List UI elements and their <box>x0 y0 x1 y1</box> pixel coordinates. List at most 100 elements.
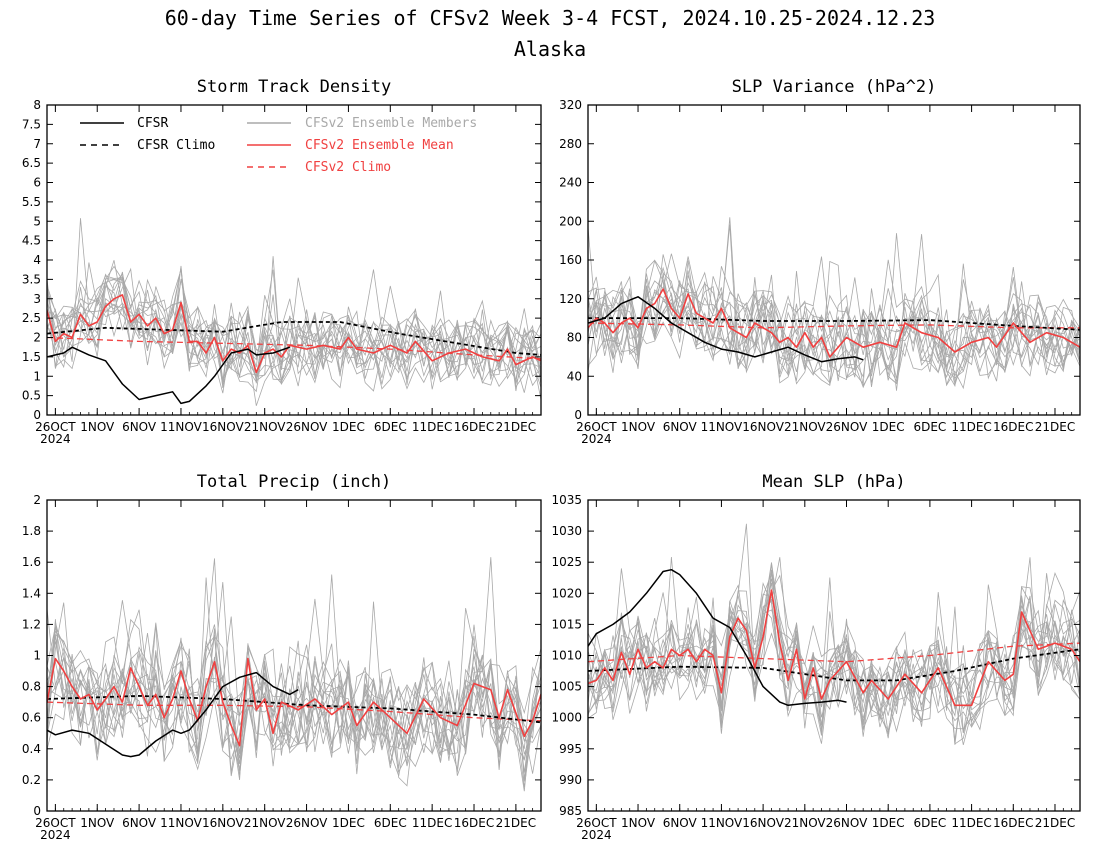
x-tick-label: 6NOV <box>122 420 157 434</box>
y-tick-label: 8 <box>33 98 41 112</box>
legend-cfsr-label: CFSR <box>137 116 168 131</box>
y-tick-label: 1 <box>33 649 41 663</box>
x-tick-label: 6DEC <box>374 816 407 830</box>
x-tick-label: 11NOV <box>701 420 743 434</box>
series-cfsv2-climo <box>47 336 541 360</box>
ensemble-member-line <box>588 577 1080 716</box>
x-tick-label: 26NOV <box>826 816 868 830</box>
y-tick-label: 990 <box>559 773 582 787</box>
x-tick-label: 1NOV <box>80 420 115 434</box>
y-tick-label: 120 <box>559 292 582 306</box>
x-tick-label: 26NOV <box>286 420 328 434</box>
series-cfsr <box>47 671 299 758</box>
figure-title: 60-day Time Series of CFSv2 Week 3-4 FCS… <box>165 6 936 30</box>
x-tick-label: 6NOV <box>663 816 698 830</box>
x-tick-label: 26OCT <box>35 420 76 434</box>
y-tick-label: 160 <box>559 253 582 267</box>
figure-subtitle: Alaska <box>514 37 586 61</box>
x-tick-label: 6DEC <box>913 816 946 830</box>
x-year-label: 2024 <box>40 828 71 842</box>
ensemble-member-line <box>588 288 1080 381</box>
y-tick-label: 2 <box>33 493 41 507</box>
y-tick-label: 280 <box>559 137 582 151</box>
x-tick-label: 11DEC <box>951 420 991 434</box>
x-tick-label: 11DEC <box>412 420 452 434</box>
series-cfsv2-ensemble-mean <box>588 589 1080 707</box>
plot-frame <box>46 499 542 812</box>
y-tick-label: 7 <box>33 137 41 151</box>
y-tick-label: 0 <box>33 804 41 818</box>
x-year-label: 2024 <box>40 432 71 446</box>
legend-ens-mean-label: CFSv2 Ensemble Mean <box>305 138 454 153</box>
legend-cfsr-climo-label: CFSR Climo <box>137 138 215 153</box>
ensemble-member-line <box>588 286 1080 378</box>
ensemble-member-line <box>47 662 541 778</box>
y-tick-label: 0.8 <box>22 680 41 694</box>
x-year-label: 2024 <box>581 828 612 842</box>
y-tick-label: 1 <box>33 369 41 383</box>
y-tick-label: 6 <box>33 176 41 190</box>
x-tick-label: 21DEC <box>496 816 536 830</box>
x-tick-label: 11NOV <box>701 816 743 830</box>
ensemble-member-line <box>47 626 541 781</box>
ensemble-member-line <box>588 571 1080 729</box>
ensemble-member-line <box>47 577 541 775</box>
y-tick-label: 0 <box>574 408 582 422</box>
ensemble-member-line <box>588 597 1080 730</box>
chart-panel-4: Mean SLP (hPa) 985 990 995 1000 1005 1010 1015 1… <box>551 472 1081 842</box>
y-tick-label: 0.6 <box>22 711 41 725</box>
ensemble-member-line <box>588 568 1080 727</box>
ensemble-member-line <box>47 285 541 393</box>
x-tick-label: 16NOV <box>742 420 784 434</box>
y-tick-label: 1000 <box>551 711 582 725</box>
y-tick-label: 200 <box>559 214 582 228</box>
x-tick-label: 1NOV <box>621 420 656 434</box>
series-cfsv2-ensemble-mean <box>47 657 541 747</box>
chart-panel-2: SLP Variance (hPa^2) 0 40 80 120 160 200 240 280… <box>559 77 1081 446</box>
y-tick-label: 1010 <box>551 649 582 663</box>
x-tick-label: 6DEC <box>374 420 407 434</box>
y-tick-label: 5.5 <box>22 195 41 209</box>
x-tick-label: 26NOV <box>826 420 868 434</box>
x-tick-label: 16DEC <box>454 816 494 830</box>
y-tick-label: 1.2 <box>22 617 41 631</box>
plot-area <box>47 557 541 792</box>
x-tick-label: 11NOV <box>160 816 202 830</box>
x-tick-label: 16DEC <box>454 420 494 434</box>
x-tick-label: 6DEC <box>913 420 946 434</box>
x-tick-label: 21DEC <box>1035 816 1075 830</box>
x-tick-label: 1DEC <box>872 816 905 830</box>
x-tick-label: 21NOV <box>784 816 826 830</box>
y-tick-label: 320 <box>559 98 582 112</box>
ensemble-member-line <box>588 253 1080 385</box>
y-tick-label: 3.5 <box>22 272 41 286</box>
y-tick-label: 5 <box>33 214 41 228</box>
plot-area <box>588 217 1080 391</box>
panel-title: SLP Variance (hPa^2) <box>732 77 937 97</box>
y-tick-label: 240 <box>559 176 582 190</box>
y-tick-label: 4 <box>33 253 41 267</box>
x-tick-label: 16NOV <box>202 420 244 434</box>
x-tick-label: 6NOV <box>663 420 698 434</box>
series-cfsv2-climo <box>47 701 541 722</box>
y-tick-label: 6.5 <box>22 156 41 170</box>
y-tick-label: 4.5 <box>22 234 41 248</box>
y-tick-label: 80 <box>567 331 582 345</box>
ensemble-member-line <box>47 293 541 400</box>
y-tick-label: 40 <box>567 369 582 383</box>
x-tick-label: 1DEC <box>872 420 905 434</box>
x-tick-label: 16NOV <box>742 816 784 830</box>
ensemble-member-line <box>47 267 541 380</box>
x-tick-label: 11DEC <box>951 816 991 830</box>
series-cfsr <box>588 296 864 363</box>
panel-title: Storm Track Density <box>197 77 391 97</box>
y-tick-label: 1.4 <box>22 586 41 600</box>
x-tick-label: 26OCT <box>35 816 76 830</box>
ensemble-member-line <box>47 277 541 381</box>
chart-panel-1: Storm Track Density 0 0.5 1 1.5 2 2.5 3 3.5 4 4.5 5… <box>22 77 542 446</box>
series-cfsr-climo <box>588 648 1080 682</box>
x-tick-label: 16DEC <box>993 816 1033 830</box>
x-tick-label: 21NOV <box>244 420 286 434</box>
series-cfsr <box>47 346 291 405</box>
